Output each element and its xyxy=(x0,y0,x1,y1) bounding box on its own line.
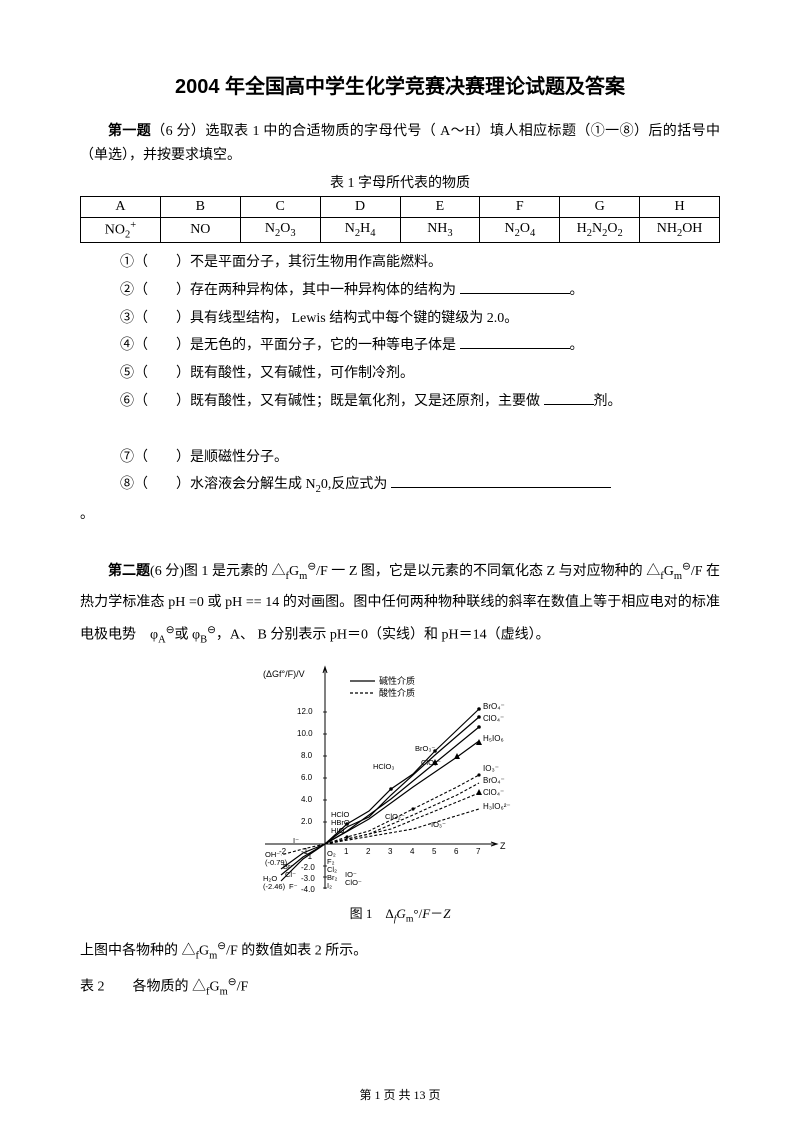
blank-fill xyxy=(544,390,594,405)
svg-text:I₂: I₂ xyxy=(327,881,332,890)
svg-text:6: 6 xyxy=(454,847,459,856)
table2-caption: 表 2 各物质的 △fGm⊖/F xyxy=(80,971,720,1004)
q1-item-blank xyxy=(120,418,720,442)
q1-item-4: ④（ ）是无色的，平面分子，它的一种等电子体是 。 xyxy=(120,334,720,358)
q1-prompt-text: （6 分）选取表 1 中的合适物质的字母代号（ A～H）填人相应标题（①一⑧）后… xyxy=(80,124,720,163)
page: 2004 年全国高中学生化学竞赛决赛理论试题及答案 第一题（6 分）选取表 1 … xyxy=(0,0,800,1131)
svg-text:12.0: 12.0 xyxy=(297,707,313,716)
stray-period: 。 xyxy=(80,503,720,527)
th-c: C xyxy=(240,196,320,217)
svg-text:-2.0: -2.0 xyxy=(301,863,315,872)
th-f: F xyxy=(480,196,560,217)
svg-text:HClO₃: HClO₃ xyxy=(373,762,394,771)
q1-item-7: ⑦（ ）是顺磁性分子。 xyxy=(120,446,720,470)
q1-item-8: ⑧（ ）水溶液会分解生成 N20,反应式为 xyxy=(120,473,720,499)
q1-item-2: ②（ ）存在两种异构体，其中一种异构体的结构为 。 xyxy=(120,279,720,303)
svg-text:碱性介质: 碱性介质 xyxy=(379,675,415,686)
td-f: N2O4 xyxy=(480,217,560,242)
td-d: N2H4 xyxy=(320,217,400,242)
svg-text:IO₃⁻: IO₃⁻ xyxy=(483,764,499,773)
svg-text:HIO: HIO xyxy=(331,826,345,835)
svg-text:7: 7 xyxy=(476,847,481,856)
svg-text:3: 3 xyxy=(388,847,393,856)
td-g: H2N2O2 xyxy=(560,217,640,242)
q1-item-6: ⑥（ ）既有酸性，又有碱性；既是氧化剂，又是还原剂，主要做 剂。 xyxy=(120,390,720,414)
svg-text:-4.0: -4.0 xyxy=(301,885,315,894)
th-d: D xyxy=(320,196,400,217)
q2-body2: 上图中各物种的 △fGm⊖/F 的数值如表 2 所示。 xyxy=(80,935,720,968)
spacer xyxy=(80,531,720,551)
q2-body1: 第二题(6 分)图 1 是元素的 △fGm⊖/F 一 Z 图，它是以元素的不同氧… xyxy=(80,555,720,651)
x-axis-label: Z xyxy=(500,841,506,851)
svg-text:H₃IO₆²⁻: H₃IO₆²⁻ xyxy=(483,802,511,811)
svg-text:4: 4 xyxy=(410,847,415,856)
svg-text:-3.0: -3.0 xyxy=(301,874,315,883)
svg-text:2: 2 xyxy=(366,847,371,856)
page-title: 2004 年全国高中学生化学竞赛决赛理论试题及答案 xyxy=(80,70,720,99)
td-a: NO2+ xyxy=(81,217,161,242)
svg-text:ClO₃⁻: ClO₃⁻ xyxy=(421,758,441,767)
q1-item-5: ⑤（ ）既有酸性，又有碱性，可作制冷剂。 xyxy=(120,362,720,386)
blank-fill xyxy=(391,473,611,488)
q1-item-1: ①（ ）不是平面分子，其衍生物用作高能燃料。 xyxy=(120,251,720,275)
q1-table: A B C D E F G H NO2+ NO N2O3 N2H4 NH3 N2… xyxy=(80,196,720,243)
svg-text:ClO₄⁻: ClO₄⁻ xyxy=(483,714,504,723)
svg-text:BrO₄⁻: BrO₄⁻ xyxy=(483,776,505,785)
svg-text:5: 5 xyxy=(432,847,437,856)
svg-text:F⁻: F⁻ xyxy=(289,882,298,891)
svg-text:ClO₂⁻: ClO₂⁻ xyxy=(385,812,405,821)
blank-fill xyxy=(460,279,570,294)
svg-text:BrO₄⁻: BrO₄⁻ xyxy=(483,702,505,711)
svg-text:H₅IO₆: H₅IO₆ xyxy=(483,734,504,743)
y-axis-label: (ΔGf°/F)/V xyxy=(263,669,305,679)
q1-items: ①（ ）不是平面分子，其衍生物用作高能燃料。 ②（ ）存在两种异构体，其中一种异… xyxy=(120,251,720,499)
page-footer: 第 1 页 共 13 页 xyxy=(0,1086,800,1103)
figure-caption: 图 1 ΔfGm°/F－Z xyxy=(80,903,720,925)
th-a: A xyxy=(81,196,161,217)
td-e: NH3 xyxy=(400,217,480,242)
td-c: N2O3 xyxy=(240,217,320,242)
th-b: B xyxy=(160,196,240,217)
q2-heading: 第二题 xyxy=(108,562,150,578)
svg-text:10.0: 10.0 xyxy=(297,729,313,738)
th-g: G xyxy=(560,196,640,217)
svg-text:2.0: 2.0 xyxy=(301,817,313,826)
figure-1: 12.0 10.0 8.0 6.0 4.0 2.0 -1 -2.0 -3.0 -… xyxy=(245,659,555,899)
svg-text:ClO⁻: ClO⁻ xyxy=(345,878,362,887)
svg-text:ClO₄⁻: ClO₄⁻ xyxy=(483,788,504,797)
th-e: E xyxy=(400,196,480,217)
svg-text:I⁻: I⁻ xyxy=(293,836,299,845)
td-b: NO xyxy=(160,217,240,242)
q1-prompt: 第一题（6 分）选取表 1 中的合适物质的字母代号（ A～H）填人相应标题（①一… xyxy=(80,119,720,168)
svg-text:Cl⁻: Cl⁻ xyxy=(285,870,296,879)
svg-text:BrO₃⁻: BrO₃⁻ xyxy=(415,744,435,753)
q1-item-3: ③（ ）具有线型结构， Lewis 结构式中每个键的键级为 2.0。 xyxy=(120,307,720,331)
td-h: NH2OH xyxy=(640,217,720,242)
table-row: NO2+ NO N2O3 N2H4 NH3 N2O4 H2N2O2 NH2OH xyxy=(81,217,720,242)
blank-fill xyxy=(460,334,570,349)
svg-text:8.0: 8.0 xyxy=(301,751,313,760)
svg-text:4.0: 4.0 xyxy=(301,795,313,804)
svg-text:(-2.46): (-2.46) xyxy=(263,882,286,891)
svg-text:IO₃⁻: IO₃⁻ xyxy=(431,820,446,829)
th-h: H xyxy=(640,196,720,217)
table-row: A B C D E F G H xyxy=(81,196,720,217)
svg-text:酸性介质: 酸性介质 xyxy=(379,687,415,698)
q1-table-caption: 表 1 字母所代表的物质 xyxy=(80,172,720,192)
q1-heading: 第一题 xyxy=(108,122,151,138)
svg-text:6.0: 6.0 xyxy=(301,773,313,782)
svg-text:1: 1 xyxy=(344,847,349,856)
